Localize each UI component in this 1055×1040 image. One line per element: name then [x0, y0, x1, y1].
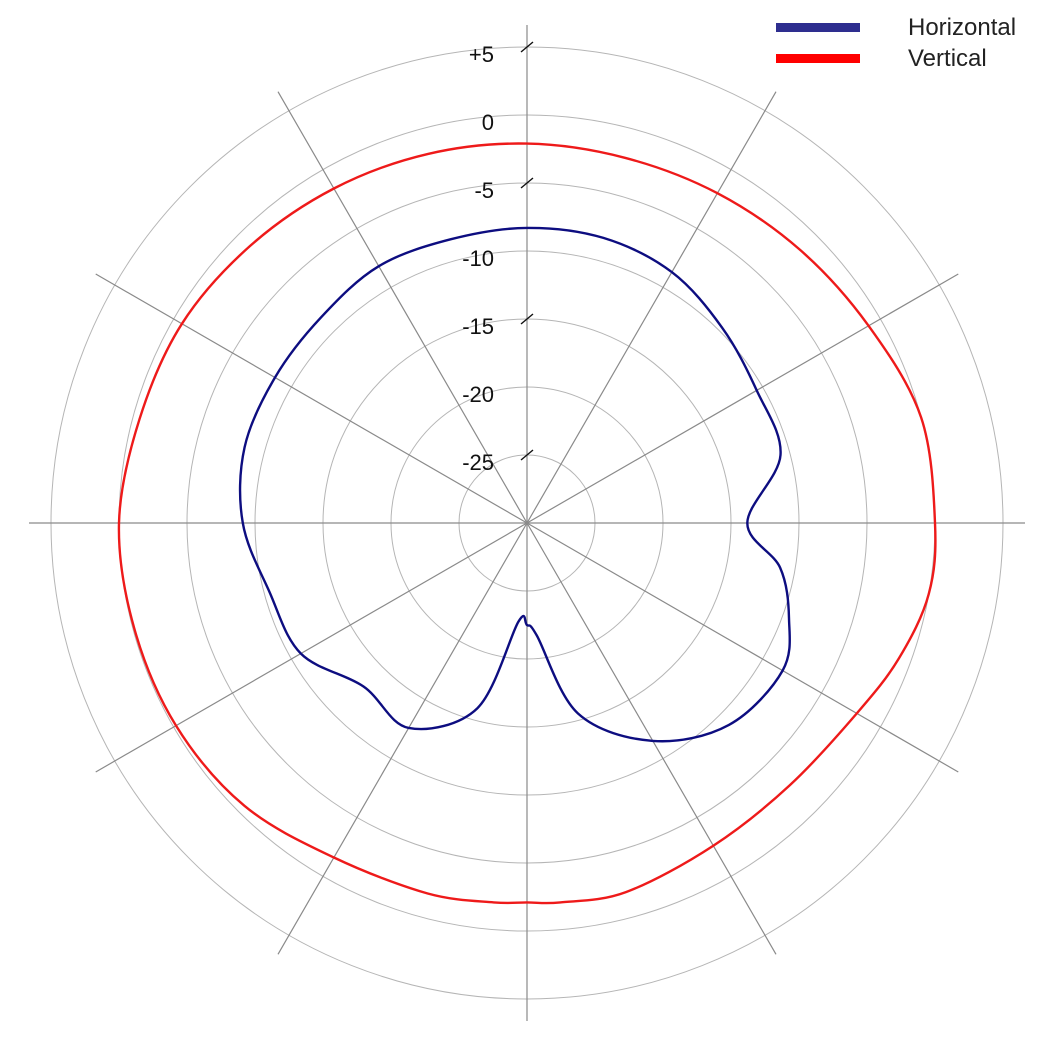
spoke-30 — [526, 91, 777, 524]
radial-tick-label: -25 — [462, 450, 494, 475]
radial-tick-label: -20 — [462, 382, 494, 407]
radial-tick-label: +5 — [469, 42, 494, 67]
spoke-300 — [95, 273, 528, 524]
legend-label-vertical: Vertical — [908, 44, 987, 72]
series-lines — [117, 142, 937, 905]
spoke-120 — [526, 522, 959, 773]
angle-spokes — [29, 25, 1025, 1021]
radial-tick-label: 0 — [482, 110, 494, 135]
spoke-240 — [95, 522, 528, 773]
legend-swatch-horizontal — [776, 23, 860, 32]
axis-tick-mark-2 — [520, 177, 534, 189]
spoke-60 — [526, 273, 959, 524]
series-line-vertical — [117, 142, 937, 905]
axis-tick-mark-0 — [520, 41, 534, 53]
radial-tick-label: -15 — [462, 314, 494, 339]
legend-label-horizontal: Horizontal — [908, 13, 1017, 41]
radial-tick-labels: +5 0 -5 -10 -15 -20 -25 — [462, 42, 494, 475]
axis-tick-mark-4 — [520, 313, 534, 325]
legend: Horizontal Vertical — [776, 12, 1016, 74]
spoke-150 — [526, 522, 777, 955]
legend-item-horizontal: Horizontal — [776, 12, 1016, 43]
spoke-210 — [277, 522, 528, 955]
series-line-horizontal — [238, 226, 791, 743]
radial-tick-label: -10 — [462, 246, 494, 271]
radial-tick-label: -5 — [474, 178, 494, 203]
axis-tick-mark-6 — [520, 449, 534, 461]
legend-item-vertical: Vertical — [776, 43, 1016, 74]
legend-swatch-vertical — [776, 54, 860, 63]
spoke-330 — [277, 91, 528, 524]
